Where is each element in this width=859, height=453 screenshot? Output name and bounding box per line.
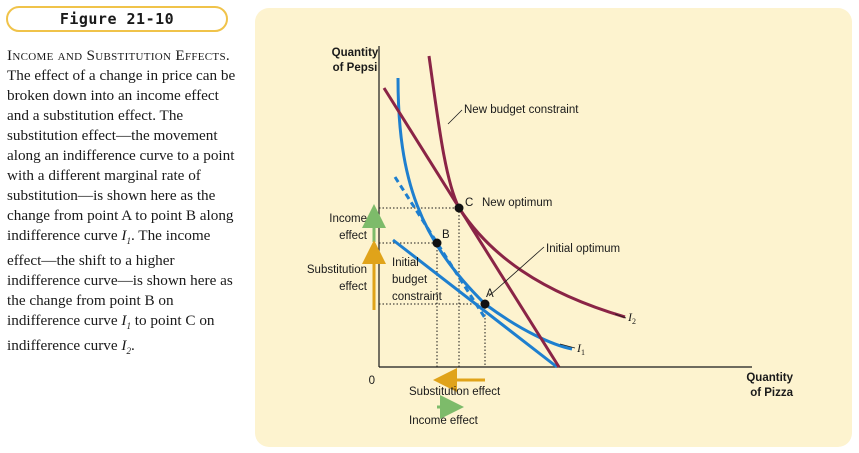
income-effect-y-label-line1: Income: [329, 213, 367, 225]
substitution-effect-x-label: Substitution effect: [409, 386, 501, 398]
curve-i2-label: I2: [627, 310, 636, 326]
y-axis-label-line2: of Pepsi: [333, 62, 378, 74]
initial-budget-label-line3: constraint: [392, 291, 443, 303]
x-axis-label-line2: of Pizza: [750, 387, 793, 399]
substitution-effect-y-label-line2: effect: [339, 281, 368, 293]
figure-label-box: Figure 21-10: [6, 6, 228, 32]
leader-lines: [447, 109, 627, 349]
origin-label: 0: [369, 375, 375, 387]
caption-i2: I2: [121, 337, 131, 357]
new-optimum-label: New optimum: [482, 197, 552, 209]
x-axis-label-line1: Quantity: [746, 372, 793, 384]
initial-optimum-label: Initial optimum: [546, 243, 620, 255]
point-b-label: B: [442, 229, 450, 241]
caption-i1: I1: [121, 227, 131, 247]
new-budget-constraint-line: [382, 87, 561, 368]
point-c-dot: [454, 203, 464, 213]
substitution-effect-y-label-line1: Substitution: [307, 264, 367, 276]
caption-i1b: I1: [121, 312, 131, 332]
initial-budget-constraint-line: [392, 238, 558, 369]
caption-body-4: .: [130, 337, 135, 355]
income-effect-x-label: Income effect: [409, 415, 479, 427]
point-a-dot: [480, 299, 490, 309]
point-c-label: C: [465, 197, 473, 209]
point-a-label: A: [486, 288, 494, 300]
figure-label: Figure 21-10: [59, 10, 175, 28]
caption-heading: Income and Substitution Effects.: [7, 47, 230, 64]
point-b-dot: [432, 238, 442, 248]
indifference-curve-i2: [427, 55, 626, 319]
diagram-panel: [255, 8, 852, 447]
caption-body-3: to point C on indifference curve: [7, 312, 215, 355]
initial-budget-label-line2: budget: [392, 274, 428, 286]
new-budget-constraint-label: New budget constraint: [464, 104, 579, 116]
caption-body-1: The effect of a change in price can be b…: [7, 67, 236, 244]
caption-body-2: . The income effect—the shift to a highe…: [7, 227, 233, 330]
figure-caption: Income and Substitution Effects. The eff…: [7, 46, 239, 361]
curve-i1-label: I1: [576, 341, 585, 357]
income-effect-y-label-line2: effect: [339, 230, 368, 242]
initial-budget-label-line1: Initial: [392, 257, 419, 269]
y-axis-label-line1: Quantity: [332, 47, 379, 59]
